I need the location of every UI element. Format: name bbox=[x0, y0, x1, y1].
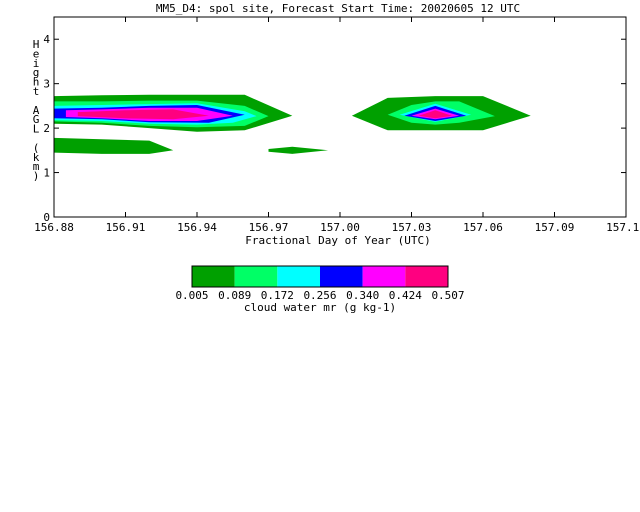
y-tick-label: 1 bbox=[43, 167, 50, 180]
colorbar-swatch bbox=[234, 266, 278, 287]
y-tick-label: 2 bbox=[43, 122, 50, 135]
axis-ticks: 156.88 156.91 156.94 156.97 157.00 157.03 157.… bbox=[34, 17, 640, 234]
y-tick-label: 4 bbox=[43, 33, 50, 46]
x-tick-label: 157.06 bbox=[463, 221, 503, 234]
x-tick-label: 157.03 bbox=[392, 221, 432, 234]
colorbar-level-label: 0.424 bbox=[389, 289, 422, 302]
colorbar-label: cloud water mr (g kg-1) bbox=[244, 301, 396, 314]
x-tick-label: 156.97 bbox=[249, 221, 289, 234]
contour-region-level-5 bbox=[418, 110, 452, 119]
x-axis-label: Fractional Day of Year (UTC) bbox=[245, 234, 430, 247]
x-tick-label: 157.00 bbox=[320, 221, 360, 234]
x-tick-label: 156.88 bbox=[34, 221, 74, 234]
chart-title: MM5_D4: spol site, Forecast Start Time: … bbox=[156, 2, 520, 15]
x-tick-label: 157.09 bbox=[535, 221, 575, 234]
colorbar: 0.005 0.089 0.172 0.256 0.340 0.424 0.507 bbox=[175, 265, 465, 302]
x-tick-label: 156.94 bbox=[177, 221, 217, 234]
colorbar-level-label: 0.005 bbox=[175, 289, 208, 302]
colorbar-swatch bbox=[192, 266, 235, 287]
colorbar-level-label: 0.340 bbox=[346, 289, 379, 302]
colorbar-swatch bbox=[405, 266, 448, 287]
contour-region-level-0 bbox=[268, 146, 329, 154]
y-tick-label: 3 bbox=[43, 78, 50, 91]
contour-regions bbox=[54, 94, 531, 154]
colorbar-frame bbox=[191, 265, 449, 288]
colorbar-level-label: 0.089 bbox=[218, 289, 251, 302]
colorbar-swatch bbox=[277, 266, 320, 287]
x-tick-label: 157.12 bbox=[606, 221, 640, 234]
contour-region-level-0 bbox=[54, 137, 174, 154]
contour-region-level-5 bbox=[77, 109, 209, 120]
x-tick-label: 156.91 bbox=[106, 221, 146, 234]
colorbar-swatch bbox=[362, 266, 406, 287]
colorbar-level-label: 0.172 bbox=[261, 289, 294, 302]
colorbar-swatch bbox=[320, 266, 363, 287]
colorbar-level-label: 0.507 bbox=[431, 289, 464, 302]
colorbar-level-label: 0.256 bbox=[303, 289, 336, 302]
y-tick-label: 0 bbox=[43, 211, 50, 224]
